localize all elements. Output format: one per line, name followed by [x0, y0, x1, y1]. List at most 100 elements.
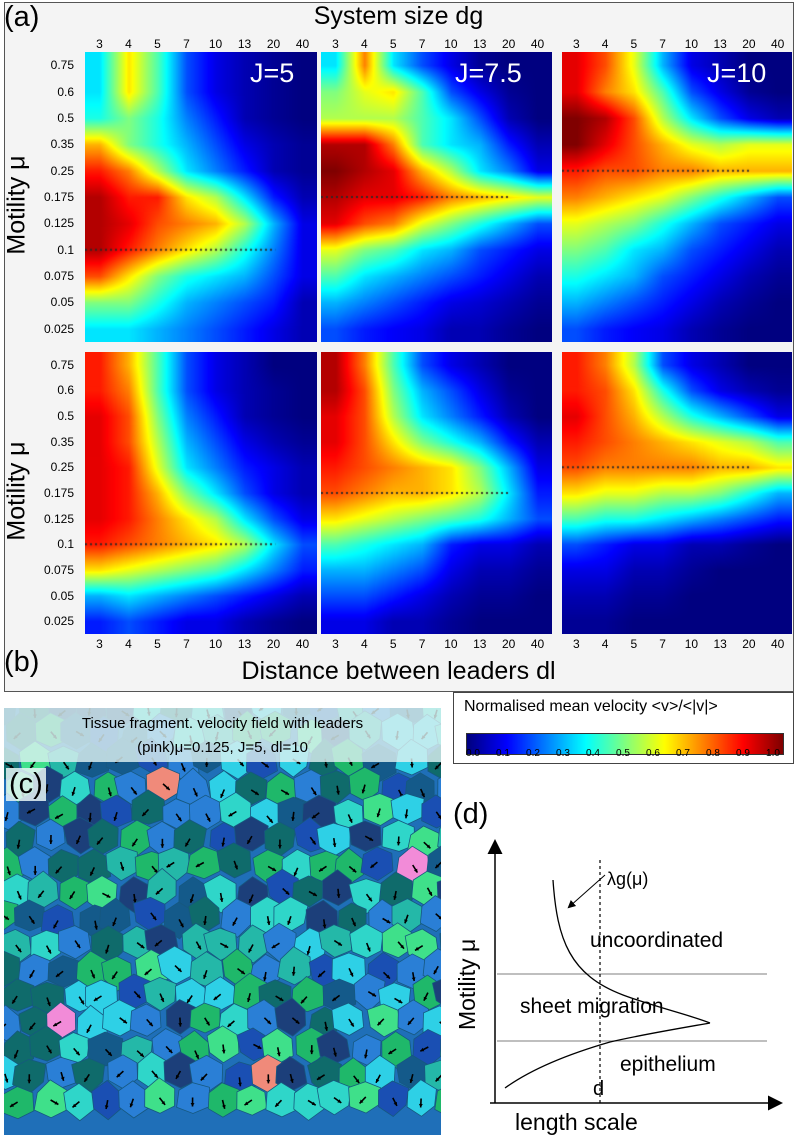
y-tick: 0.175: [43, 190, 74, 204]
bottom-axis-title: Distance between leaders dl: [241, 657, 556, 685]
x-tick-bottom: 40: [530, 637, 545, 651]
y-tick: 0.1: [57, 537, 74, 552]
colorbar-tick: 0.8: [706, 748, 720, 759]
y-tick: 0.075: [43, 562, 74, 577]
y-tick: 0.05: [50, 295, 74, 310]
x-tick-bottom: 40: [295, 637, 310, 651]
phase-x-label: length scale: [515, 1109, 638, 1135]
x-tick-top: 20: [266, 37, 281, 51]
heatmap-title-J5: J=5: [250, 58, 295, 88]
colorbar-tick: 0.5: [616, 748, 630, 759]
x-tick-bottom: 5: [154, 637, 161, 651]
x-tick-bottom: 4: [125, 637, 132, 651]
x-tick-bottom: 4: [601, 637, 609, 651]
x-tick-bottom: 20: [266, 637, 281, 651]
colorbar-box: Normalised mean velocity <v>/<|v|>: [453, 692, 794, 764]
y-tick: 0.6: [57, 84, 74, 99]
colorbar-tick: 0.6: [646, 748, 660, 759]
tissue-velocity-field: [4, 708, 441, 1135]
x-tick-top: 3: [96, 37, 103, 51]
y-tick: 0.5: [57, 110, 74, 125]
panel-label-a: (a): [4, 1, 40, 33]
x-tick-bottom: 4: [360, 637, 368, 651]
x-tick-bottom: 5: [630, 637, 638, 651]
x-tick-bottom: 13: [473, 637, 487, 651]
x-tick-top: 5: [154, 37, 161, 51]
y-tick: 0.35: [50, 434, 74, 449]
x-tick-bottom: 3: [573, 637, 580, 651]
region-uncoordinated: uncoordinated: [590, 929, 723, 952]
curve-label: λg(μ): [607, 869, 648, 889]
x-tick-top: 4: [125, 37, 132, 51]
x-tick-top: 20: [742, 37, 756, 51]
y-tick: 0.75: [50, 357, 74, 372]
colorbar-tick: 0.0: [466, 748, 480, 759]
panel-label-d: (d): [453, 798, 489, 830]
x-tick-bottom: 40: [770, 637, 785, 651]
x-tick-bottom: 7: [659, 637, 666, 651]
panel-label-c: (c): [6, 768, 46, 801]
heatmap-title-J10: J=10: [707, 58, 767, 88]
phase-diagram: λg(μ) uncoordinated sheet migration epit…: [454, 839, 783, 1135]
y-tick: 0.1: [57, 242, 74, 257]
top-axis-title: System size dg: [313, 2, 484, 30]
x-tick-top: 7: [183, 37, 190, 51]
tissue-title-line2: (pink)μ=0.125, J=5, dl=10: [137, 739, 308, 756]
x-tick-top: 13: [713, 37, 727, 51]
colorbar-tick: 0.4: [586, 748, 600, 759]
y-tick: 0.175: [43, 486, 74, 500]
x-tick-top: 40: [530, 37, 545, 51]
lambda-curve-lower: [504, 1022, 711, 1089]
region-sheet-migration: sheet migration: [520, 995, 664, 1018]
d-marker-label: d: [593, 1078, 604, 1100]
x-tick-top: 7: [418, 37, 426, 51]
y-tick: 0.075: [43, 269, 74, 284]
x-tick-top: 10: [208, 37, 223, 51]
x-tick-top: 20: [502, 37, 516, 51]
y-tick: 0.05: [50, 588, 74, 603]
colorbar-tick: 1.0: [766, 748, 780, 759]
heatmap-J10: [562, 52, 792, 342]
x-tick-bottom: 7: [183, 637, 190, 651]
colorbar-title: Normalised mean velocity <v>/<|v|>: [464, 698, 718, 715]
colorbar-tick: 0.9: [736, 748, 750, 759]
x-tick-bottom: 13: [713, 637, 727, 651]
x-tick-bottom: 10: [444, 637, 458, 651]
x-tick-top: 40: [295, 37, 310, 51]
x-tick-bottom: 3: [96, 637, 103, 651]
curve-pointer: [567, 874, 606, 909]
tissue-title-line1: Tissue fragment. velocity field with lea…: [81, 715, 364, 732]
x-tick-bottom: 7: [418, 637, 426, 651]
heatmap-J5: [85, 52, 317, 342]
x-tick-bottom: 20: [742, 637, 756, 651]
x-tick-top: 3: [573, 37, 580, 51]
heatmap-leaders-J10: [562, 352, 792, 634]
heatmap-title-J7-5: J=7.5: [455, 58, 522, 88]
colorbar-tick: 0.2: [526, 748, 540, 759]
y-tick: 0.5: [57, 409, 74, 424]
y-tick: 0.125: [43, 216, 74, 231]
y-tick: 0.25: [50, 163, 74, 178]
x-tick-top: 5: [389, 37, 397, 51]
colorbar-tick: 0.7: [676, 748, 690, 759]
y-tick: 0.125: [43, 511, 74, 526]
phase-y-label: Motility μ: [454, 939, 480, 1030]
x-tick-top: 10: [684, 37, 699, 51]
x-tick-top: 4: [601, 37, 609, 51]
heatmap-J7-5: [321, 52, 552, 342]
x-tick-bottom: 20: [502, 637, 516, 651]
heatmap-leaders-J5: [85, 352, 317, 634]
x-tick-bottom: 10: [684, 637, 699, 651]
x-tick-bottom: 3: [332, 637, 339, 651]
y-tick: 0.35: [50, 137, 74, 152]
x-tick-top: 13: [473, 37, 487, 51]
y-tick: 0.025: [43, 321, 74, 336]
y-tick: 0.6: [57, 383, 74, 398]
x-tick-bottom: 5: [389, 637, 397, 651]
lambda-curve-upper: [552, 879, 711, 1024]
colorbar-tick: 0.3: [556, 748, 570, 759]
y-tick: 0.25: [50, 460, 74, 475]
x-tick-bottom: 10: [208, 637, 223, 651]
x-tick-top: 5: [630, 37, 638, 51]
y-axis-title-bottom: Motility μ: [2, 441, 31, 541]
